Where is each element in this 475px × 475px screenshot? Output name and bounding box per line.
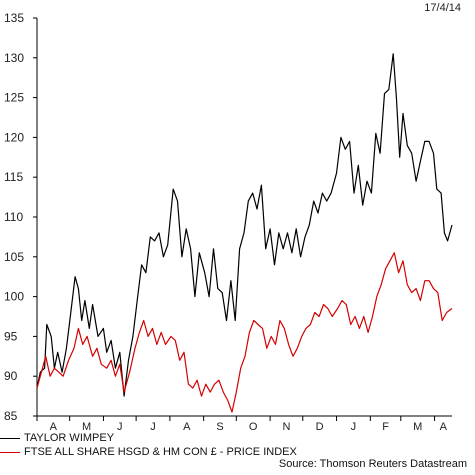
y-tick-label: 135 (4, 11, 24, 25)
x-tick-label: J (150, 421, 156, 433)
x-tick-label: M (413, 421, 422, 433)
x-tick-label: O (249, 421, 258, 433)
x-tick-label: S (216, 421, 223, 433)
y-axis: 85 90 95 100 105 110 115 120 125 130 135 (4, 11, 38, 423)
x-tick-label: A (183, 421, 191, 433)
x-tick-label: J (351, 421, 357, 433)
y-tick-label: 105 (4, 250, 24, 264)
x-tick-label: N (282, 421, 290, 433)
x-tick-label: M (82, 421, 91, 433)
x-tick-label: D (316, 421, 324, 433)
x-tick-label: A (50, 421, 58, 433)
y-tick-label: 110 (4, 210, 23, 224)
source-note: Source: Thomson Reuters Datastream (278, 458, 467, 470)
y-tick-label: 100 (4, 290, 24, 304)
legend-swatch-black (0, 437, 20, 439)
legend-swatch-red (0, 451, 20, 453)
series-line-0 (36, 53, 453, 397)
y-tick-label: 130 (4, 51, 24, 65)
date-stamp: 17/4/14 (424, 2, 461, 14)
x-tick-label: F (382, 421, 389, 433)
y-tick-label: 95 (4, 329, 18, 343)
legend-item-taylor-wimpey: TAYLOR WIMPEY (0, 432, 114, 444)
legend-item-ftse-index: FTSE ALL SHARE HSGD & HM CON £ - PRICE I… (0, 446, 297, 458)
y-tick-label: 125 (4, 91, 24, 105)
x-tick-label: J (117, 421, 123, 433)
x-tick-label: A (440, 421, 448, 433)
series-layer (36, 53, 453, 413)
legend-label-ftse-index: FTSE ALL SHARE HSGD & HM CON £ - PRICE I… (24, 446, 297, 458)
y-tick-label: 115 (4, 170, 23, 184)
y-tick-label: 120 (4, 130, 24, 144)
legend-label-taylor-wimpey: TAYLOR WIMPEY (24, 432, 115, 444)
series-line-1 (36, 252, 453, 413)
y-tick-label: 85 (4, 409, 18, 423)
y-tick-label: 90 (4, 369, 18, 383)
